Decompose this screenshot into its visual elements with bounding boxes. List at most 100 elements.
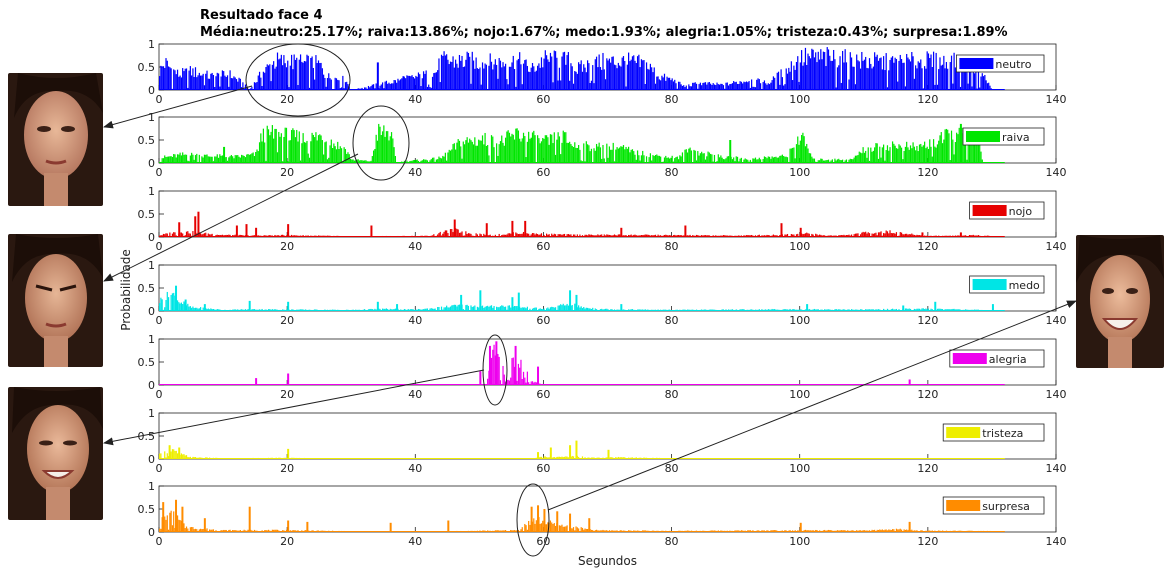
bar-nojo <box>460 232 462 237</box>
bar-raiva <box>704 159 707 163</box>
bar-neutro <box>868 58 871 90</box>
bar-medo <box>188 306 190 311</box>
bar-surpresa <box>566 525 568 532</box>
bar-raiva <box>812 158 814 163</box>
bar-nojo <box>968 234 971 237</box>
bar-nojo <box>211 233 213 237</box>
bar-neutro <box>616 68 618 90</box>
bar-surpresa <box>572 527 575 532</box>
bar-medo <box>472 306 475 311</box>
bar-raiva <box>171 156 174 163</box>
bar-nojo <box>603 234 605 237</box>
bar-neutro <box>619 65 621 90</box>
bar-medo <box>379 308 381 311</box>
bar-neutro <box>520 64 522 90</box>
bar-neutro <box>365 87 367 90</box>
x-axis-label: Segundos <box>578 554 637 568</box>
bar-surpresa <box>275 529 277 532</box>
bar-raiva <box>777 157 780 163</box>
bar-neutro <box>708 81 710 90</box>
bar-raiva <box>162 158 165 163</box>
bar-neutro <box>198 72 200 90</box>
bar-nojo <box>885 230 887 237</box>
bar-nojo <box>766 234 768 237</box>
bar-surpresa <box>171 525 174 532</box>
bar-neutro <box>524 60 526 90</box>
bar-neutro <box>442 55 444 90</box>
bar-medo <box>771 308 773 311</box>
bar-neutro <box>934 84 936 90</box>
bar-raiva <box>747 159 749 163</box>
bar-raiva <box>517 130 520 163</box>
bar-medo <box>529 308 531 311</box>
bar-nojo <box>811 233 813 237</box>
bar-nojo <box>483 233 485 237</box>
bar-neutro <box>631 56 634 90</box>
bar-raiva <box>498 144 500 163</box>
xtick-label: 20 <box>280 240 294 253</box>
bar-neutro <box>879 58 881 90</box>
bar-neutro <box>972 72 974 90</box>
bar-neutro <box>223 71 225 90</box>
bar-raiva <box>506 131 508 163</box>
bar-raiva <box>838 158 840 163</box>
bar-nojo <box>894 233 896 237</box>
bar-neutro <box>743 81 745 90</box>
bar-raiva <box>934 146 936 163</box>
bar-nojo <box>508 233 511 237</box>
bar-raiva <box>762 159 764 163</box>
bar-medo <box>389 308 391 311</box>
bar-nojo <box>812 234 814 237</box>
bar-raiva <box>228 157 230 163</box>
bar-neutro <box>885 53 887 90</box>
bar-surpresa <box>274 529 276 532</box>
spike-raiva <box>530 137 533 163</box>
bar-raiva <box>324 142 326 163</box>
legend-medo: medo <box>969 275 1045 294</box>
bar-neutro <box>921 68 923 90</box>
bar-neutro <box>831 60 833 90</box>
bar-raiva <box>797 136 799 163</box>
bar-neutro <box>266 64 268 90</box>
bar-medo <box>429 308 431 311</box>
bar-raiva <box>446 160 448 163</box>
bar-raiva <box>442 155 444 163</box>
bar-nojo <box>507 233 509 237</box>
bar-neutro <box>503 66 505 90</box>
bar-nojo <box>972 234 974 237</box>
bar-neutro <box>179 75 181 90</box>
bar-neutro <box>824 52 826 90</box>
bar-surpresa <box>180 520 183 532</box>
bar-neutro <box>167 66 170 90</box>
bar-raiva <box>501 135 503 163</box>
bar-neutro <box>854 84 857 90</box>
bar-neutro <box>735 81 737 90</box>
bar-raiva <box>521 138 523 163</box>
bar-raiva <box>803 136 805 163</box>
bar-neutro <box>649 63 652 90</box>
bar-surpresa <box>521 527 523 532</box>
bar-nojo <box>208 234 211 237</box>
bar-raiva <box>920 143 922 163</box>
bar-raiva <box>353 160 355 163</box>
bar-medo <box>604 308 607 311</box>
bar-surpresa <box>889 529 891 532</box>
bar-raiva <box>196 153 198 163</box>
bar-neutro <box>797 56 799 90</box>
bar-nojo <box>916 234 918 237</box>
xtick-label: 60 <box>536 93 550 106</box>
bar-neutro <box>346 81 348 90</box>
bar-neutro <box>558 67 561 90</box>
bar-medo <box>202 307 204 311</box>
bar-neutro <box>595 56 598 90</box>
bar-medo <box>533 307 535 311</box>
bar-tristeza <box>183 454 185 459</box>
bar-neutro <box>457 67 459 90</box>
bar-alegria <box>492 349 494 385</box>
bar-surpresa <box>602 529 604 532</box>
bar-neutro <box>205 73 207 90</box>
bar-nojo <box>630 234 632 237</box>
bar-neutro <box>877 60 880 90</box>
bar-raiva <box>211 156 213 163</box>
